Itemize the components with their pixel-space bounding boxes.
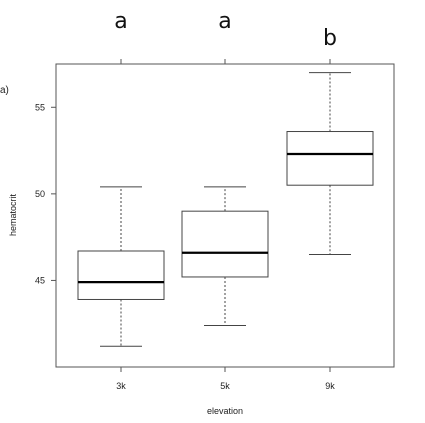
box-3k bbox=[77, 250, 165, 300]
chart-marks: 45 50 55 3k a 5k a 9k b bbox=[35, 9, 374, 391]
panel-label: a) bbox=[0, 85, 9, 96]
x-tick-label: 3k bbox=[116, 381, 126, 391]
y-tick-label: 55 bbox=[35, 102, 45, 112]
box-9k bbox=[286, 131, 374, 186]
x-tick-label: 9k bbox=[325, 381, 335, 391]
y-axis-title: hematocrit bbox=[8, 194, 18, 237]
x-axis-title: elevation bbox=[207, 406, 243, 416]
y-tick-label: 50 bbox=[35, 189, 45, 199]
group-letter: a bbox=[218, 9, 231, 34]
y-tick-label: 45 bbox=[35, 275, 45, 285]
group-letter: b bbox=[323, 26, 337, 51]
x-tick-label: 5k bbox=[220, 381, 230, 391]
group-letter: a bbox=[114, 9, 127, 34]
box-5k bbox=[181, 210, 269, 278]
